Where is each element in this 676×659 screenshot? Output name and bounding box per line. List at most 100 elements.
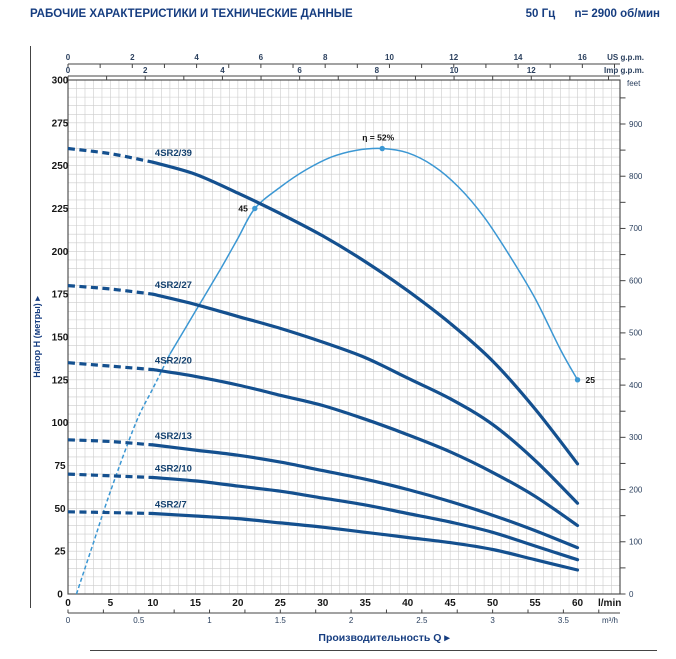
tick-label: 0.5 [133,616,145,625]
tick-label: 6 [297,66,302,75]
tick-label: 275 [52,118,69,129]
tick-label: 0 [66,53,71,62]
efficiency-marker [379,145,385,152]
plot-border [67,79,621,595]
tick-label: 12 [449,53,458,62]
head-axis-m: 0 25 50 75 100 125 150 175 200 225 250 275 300 Напор … [32,76,69,601]
tick-label: 50 [54,504,66,515]
tick-label: 2.5 [416,616,428,625]
tick-label: 1.5 [275,616,287,625]
head-curves: 4SR2/39 4SR2/27 4SR2/20 4SR2/13 4SR2/10 4SR2/… [67,146,580,572]
tick-label: 25 [54,547,66,558]
tick-label: 20 [232,598,244,609]
tick-label: 100 [629,538,643,547]
tick-label: 2 [349,616,354,625]
tick-label: 400 [629,381,643,390]
curve-name-label: 4SR2/39 [155,148,192,159]
tick-label: 175 [52,290,69,301]
efficiency-peak-label: η = 52% [362,133,394,143]
tick-label: 6 [259,53,264,62]
tick-label: 500 [629,329,643,338]
tick-label: 15 [190,598,202,609]
tick-label: 300 [52,76,69,87]
tick-label: 200 [52,247,69,258]
tick-label: 25 [275,598,287,609]
tick-label: 50 [487,598,499,609]
tick-label: 12 [527,66,536,75]
curve-name-label: 4SR2/10 [155,463,192,474]
tick-label: 800 [629,172,643,181]
tick-label: 30 [317,598,329,609]
tick-label: 0 [66,616,71,625]
header-specs: 50 Гц n= 2900 об/мин [510,8,660,20]
m3h-unit-label: m³/h [602,616,618,625]
tick-label: 40 [402,598,414,609]
feet-axis: 0 100 200 300 400 500 600 700 800 900 feet [620,79,643,599]
curve-4sr2-7: 4SR2/7 [67,499,580,572]
tick-label: 150 [52,333,69,344]
tick-label: 700 [629,224,643,233]
tick-label: 300 [629,433,643,442]
efficiency-point-label: 25 [586,375,596,385]
tick-label: 10 [385,53,394,62]
tick-label: 1 [207,616,212,625]
tick-label: 0 [629,590,634,599]
tick-label: 45 [445,598,457,609]
us-gpm-axis: 0 2 4 6 8 10 12 14 16 US g.p.m. [66,53,644,68]
tick-label: 600 [629,276,643,285]
y-axis-title: Напор H (метры) ▸ [32,296,42,378]
x-axis-title: Производительность Q ▸ [318,632,450,644]
curve-4sr2-20: 4SR2/20 [67,356,580,528]
tick-label: 0 [66,66,71,75]
curve-name-label: 4SR2/7 [155,499,187,510]
imp-gpm-unit-label: Imp g.p.m. [604,66,644,75]
tick-label: 4 [194,53,199,62]
curve-name-label: 4SR2/27 [155,280,192,291]
tick-label: 8 [323,53,328,62]
speed-label: n= 2900 об/мин [574,8,660,20]
feet-unit-label: feet [627,79,641,88]
tick-label: 10 [450,66,459,75]
tick-label: 200 [629,485,643,494]
curve-name-label: 4SR2/20 [155,356,192,367]
tick-label: 3.5 [558,616,570,625]
tick-label: 2 [130,53,135,62]
efficiency-marker [574,377,581,383]
tick-label: 5 [108,598,114,609]
tick-label: 0 [57,590,63,601]
tick-label: 125 [52,375,69,386]
flow-axis-lmin: 0 5 10 15 20 25 30 35 40 45 50 55 60 l/min [65,598,621,609]
header: РАБОЧИЕ ХАРАКТЕРИСТИКИ И ТЕХНИЧЕСКИЕ ДАН… [30,8,660,20]
tick-label: 225 [52,204,69,215]
tick-label: 75 [54,461,66,472]
grid [67,79,621,595]
tick-label: 3 [490,616,495,625]
tick-label: 900 [629,120,643,129]
frequency-label: 50 Гц [525,8,556,20]
tick-label: 2 [143,66,148,75]
curve-4sr2-13: 4SR2/13 [67,431,580,550]
imp-gpm-axis: 0 2 4 6 8 10 12 Imp g.p.m. [66,66,644,80]
tick-label: 60 [572,598,584,609]
flow-axis-m3h: 0 0.5 1 1.5 2 2.5 3 3.5 m³/h [66,609,620,625]
tick-label: 100 [52,418,69,429]
tick-label: 250 [52,161,69,172]
tick-label: 0 [65,598,71,609]
curve-4sr2-39: 4SR2/39 [67,146,580,466]
tick-label: 8 [375,66,380,75]
tick-label: 10 [147,598,159,609]
curve-name-label: 4SR2/13 [155,431,192,442]
page-title: РАБОЧИЕ ХАРАКТЕРИСТИКИ И ТЕХНИЧЕСКИЕ ДАН… [30,8,353,20]
lmin-unit-label: l/min [598,598,621,609]
tick-label: 55 [530,598,542,609]
efficiency-curve: 45 η = 52% 25 [75,133,596,595]
tick-label: 4 [220,66,225,75]
efficiency-point-label: 45 [238,204,248,214]
tick-label: 16 [578,53,587,62]
curve-4sr2-27: 4SR2/27 [67,280,580,505]
tick-label: 35 [360,598,372,609]
tick-label: 14 [514,53,523,62]
us-gpm-unit-label: US g.p.m. [607,53,644,62]
